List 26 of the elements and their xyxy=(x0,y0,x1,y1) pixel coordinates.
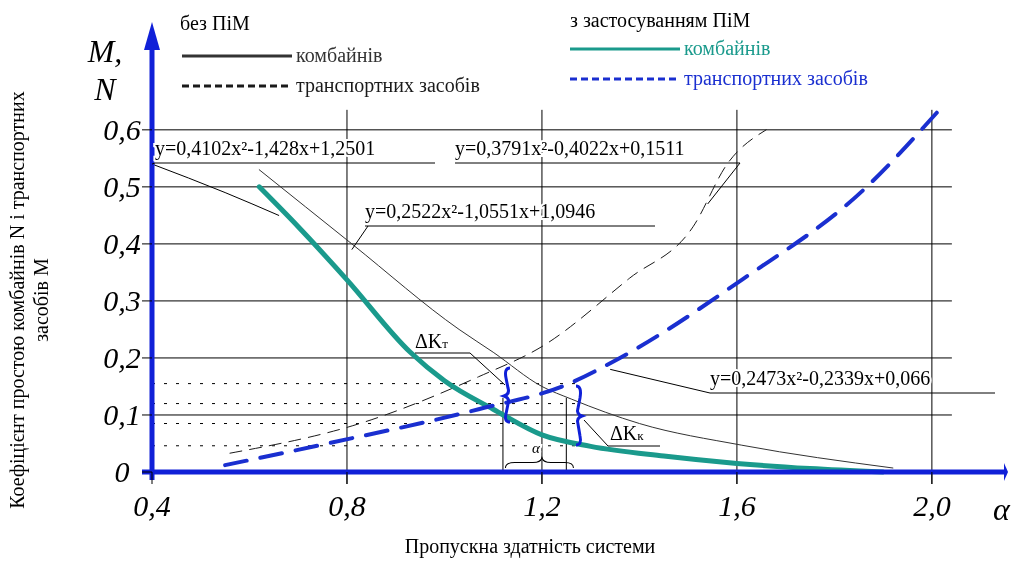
text: комбайнів xyxy=(296,44,383,66)
annotation: ΔKк xyxy=(610,422,645,444)
annotation: ΔKт xyxy=(415,330,449,352)
text: комбайнів xyxy=(684,37,771,59)
y-tick-label: 0,2 xyxy=(103,340,141,374)
text: M, N xyxy=(86,33,123,107)
text: транспортних засобів xyxy=(296,74,480,97)
y-tick-label: 0,3 xyxy=(103,283,141,317)
y-tick-label: 0,5 xyxy=(103,169,141,203)
x-tick-label: 0,4 xyxy=(133,489,171,522)
x-tick-label: 0,8 xyxy=(328,489,366,522)
text: α xyxy=(993,491,1011,527)
y-tick-label: 0,6 xyxy=(103,112,141,146)
x-tick-label: 2,0 xyxy=(913,489,951,522)
text: без ПіМ xyxy=(180,12,250,34)
annotation: α xyxy=(532,440,542,456)
y-axis-title: Коефіцієнт простою комбайнів N і транспортних засобів M xyxy=(6,91,52,509)
text: транспортних засобів xyxy=(684,67,868,90)
x-axis-title: Пропускна здатність системи xyxy=(404,535,656,558)
text: з застосуванням ПіМ xyxy=(570,9,751,32)
x-tick-label: 1,2 xyxy=(523,489,561,522)
x-tick-label: 1,6 xyxy=(718,489,756,522)
y-tick-label: 0 xyxy=(114,455,130,488)
y-tick-label: 0,4 xyxy=(103,226,141,260)
annotation: y=0,4102x²-1,428x+1,2501 xyxy=(155,137,376,160)
y-tick-label: 0,1 xyxy=(103,397,141,431)
